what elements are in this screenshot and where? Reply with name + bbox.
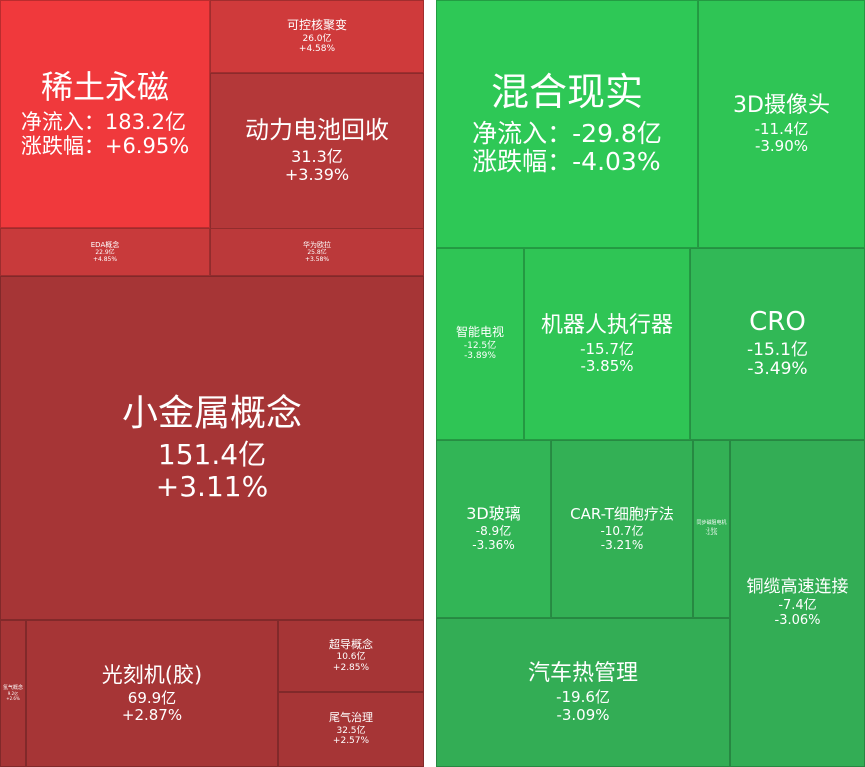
tile-change: +3.58% bbox=[304, 255, 330, 263]
tile-net-inflow: -7.4亿 bbox=[778, 598, 817, 614]
tile-name: 3D玻璃 bbox=[466, 504, 521, 523]
tile-net-inflow: -12.5亿 bbox=[463, 341, 497, 352]
tile-change: +4.85% bbox=[92, 255, 118, 263]
tile-change: +2.85% bbox=[332, 662, 370, 673]
treemap-tile[interactable]: 华为欧拉 25.8亿 +3.58% bbox=[210, 228, 424, 276]
tile-net-inflow: 22.9亿 bbox=[95, 248, 115, 256]
treemap-tile[interactable]: 尾气治理 32.5亿 +2.57% bbox=[278, 692, 424, 767]
tile-change: -3.21% bbox=[600, 537, 644, 552]
treemap-tile[interactable]: 铜缆高速连接 -7.4亿 -3.06% bbox=[730, 440, 865, 767]
tile-name: 智能电视 bbox=[455, 325, 504, 340]
tile-net-inflow: 32.5亿 bbox=[336, 725, 366, 736]
tile-net-inflow: -3.9亿 bbox=[705, 526, 718, 532]
tile-name: CAR-T细胞疗法 bbox=[570, 504, 674, 523]
net-inflow-label: 净流入： bbox=[472, 118, 573, 148]
tile-net-inflow: 183.2亿 bbox=[104, 110, 186, 135]
net-inflow-label: 净流入： bbox=[20, 110, 105, 135]
treemap-tile[interactable]: 超导概念 10.6亿 +2.85% bbox=[278, 620, 424, 692]
tile-change: +3.11% bbox=[155, 469, 269, 503]
treemap-tile[interactable]: CRO -15.1亿 -3.49% bbox=[690, 248, 865, 440]
tile-net-inflow: -8.9亿 bbox=[475, 524, 512, 539]
treemap-tile[interactable]: 可控核聚变 26.0亿 +4.58% bbox=[210, 0, 424, 73]
tile-name: 汽车热管理 bbox=[527, 661, 638, 687]
tile-net-inflow: 26.0亿 bbox=[302, 33, 332, 44]
tile-change-line: 涨跌幅：-4.03% bbox=[472, 147, 661, 177]
tile-change: -3.49% bbox=[747, 359, 808, 380]
treemap-tile[interactable]: 汽车热管理 -19.6亿 -3.09% bbox=[436, 618, 730, 767]
tile-name: 氢气概念 bbox=[2, 684, 23, 691]
treemap-tile[interactable]: 3D摄像头 -11.4亿 -3.90% bbox=[698, 0, 865, 248]
tile-name: 可控核聚变 bbox=[286, 17, 347, 32]
tile-name: 光刻机(胶) bbox=[101, 662, 203, 687]
tile-net-inflow-line: 净流入：183.2亿 bbox=[21, 110, 186, 134]
tile-change: -4.03% bbox=[572, 147, 661, 177]
tile-name: 小金属概念 bbox=[121, 393, 302, 435]
tile-net-inflow: 69.9亿 bbox=[127, 688, 177, 707]
tile-change: +2.57% bbox=[332, 736, 370, 747]
treemap-tile[interactable]: 氢气概念 9.2亿 +2.6% bbox=[0, 620, 26, 767]
tile-change: +2.6% bbox=[6, 695, 20, 701]
tile-change: -3.09% bbox=[556, 705, 610, 724]
tile-name: 3D摄像头 bbox=[733, 92, 830, 118]
tile-change-line: 涨跌幅：+6.95% bbox=[21, 134, 189, 158]
tile-net-inflow: 31.3亿 bbox=[291, 146, 343, 166]
tile-change: +4.58% bbox=[298, 43, 336, 54]
tile-net-inflow: -11.4亿 bbox=[754, 119, 809, 138]
treemap-tile[interactable]: 智能电视 -12.5亿 -3.89% bbox=[436, 248, 524, 440]
tile-change: +2.87% bbox=[121, 706, 183, 725]
tile-net-inflow: -29.8亿 bbox=[572, 118, 662, 148]
tile-name: 尾气治理 bbox=[329, 711, 373, 725]
tile-net-inflow: 151.4亿 bbox=[157, 437, 267, 471]
tile-change: -3.2% bbox=[705, 531, 718, 537]
tile-name: 超导概念 bbox=[329, 637, 373, 651]
treemap-tile[interactable]: EDA概念 22.9亿 +4.85% bbox=[0, 228, 210, 276]
tile-change: +3.39% bbox=[284, 165, 350, 185]
treemap-tile[interactable]: 动力电池回收 31.3亿 +3.39% bbox=[210, 73, 424, 229]
treemap-tile[interactable]: 混合现实净流入：-29.8亿 涨跌幅：-4.03% bbox=[436, 0, 698, 248]
change-label: 涨跌幅： bbox=[20, 134, 105, 159]
treemap-tile[interactable]: 光刻机(胶) 69.9亿 +2.87% bbox=[26, 620, 278, 767]
tile-change: -3.36% bbox=[472, 538, 515, 553]
tile-name: 稀土永磁 bbox=[40, 68, 169, 107]
outflow-treemap: 混合现实 净流入：-29.8亿 涨跌幅：-4.03% 3D摄像头 -11.4亿 -3.90… bbox=[436, 0, 865, 767]
tile-net-inflow: 9.2亿 bbox=[7, 691, 19, 697]
treemap-tile[interactable]: 3D玻璃 -8.9亿 -3.36% bbox=[436, 440, 551, 618]
tile-net-inflow: -10.7亿 bbox=[600, 523, 644, 538]
tile-change: +6.95% bbox=[104, 134, 190, 159]
tile-change: -3.06% bbox=[774, 613, 821, 629]
tile-change: -3.89% bbox=[464, 351, 496, 362]
tile-name: 同步磁阻电机 bbox=[696, 520, 727, 527]
tile-net-inflow-line: 净流入：-29.8亿 bbox=[472, 118, 662, 149]
tile-name: 动力电池回收 bbox=[245, 116, 389, 145]
tile-name: CRO bbox=[749, 307, 806, 337]
tile-net-inflow: 25.8亿 bbox=[307, 248, 327, 256]
change-label: 涨跌幅： bbox=[472, 147, 573, 177]
tile-name: 铜缆高速连接 bbox=[746, 576, 849, 597]
tile-name: 华为欧拉 bbox=[303, 240, 331, 249]
tile-change: -3.90% bbox=[754, 137, 809, 156]
treemap-tile[interactable]: 同步磁阻电机 -3.9亿 -3.2% bbox=[693, 440, 730, 618]
tile-net-inflow: -15.7亿 bbox=[580, 339, 634, 358]
treemap-tile[interactable]: 小金属概念 151.4亿 +3.11% bbox=[0, 276, 424, 620]
inflow-treemap: 稀土永磁 净流入：183.2亿 涨跌幅：+6.95% 可控核聚变 26.0亿 +4.58%… bbox=[0, 0, 424, 767]
treemap-tile[interactable]: CAR-T细胞疗法 -10.7亿 -3.21% bbox=[551, 440, 693, 618]
tile-net-inflow: -19.6亿 bbox=[556, 688, 610, 707]
treemap-tile[interactable]: 稀土永磁净流入：183.2亿 涨跌幅：+6.95% bbox=[0, 0, 210, 228]
tile-net-inflow: -15.1亿 bbox=[747, 339, 808, 360]
tile-net-inflow: 10.6亿 bbox=[336, 652, 366, 663]
tile-change: -3.85% bbox=[580, 357, 634, 376]
tile-name: 机器人执行器 bbox=[540, 312, 673, 338]
treemap-tile[interactable]: 机器人执行器 -15.7亿 -3.85% bbox=[524, 248, 690, 440]
tile-name: EDA概念 bbox=[90, 240, 120, 249]
tile-name: 混合现实 bbox=[490, 69, 643, 114]
